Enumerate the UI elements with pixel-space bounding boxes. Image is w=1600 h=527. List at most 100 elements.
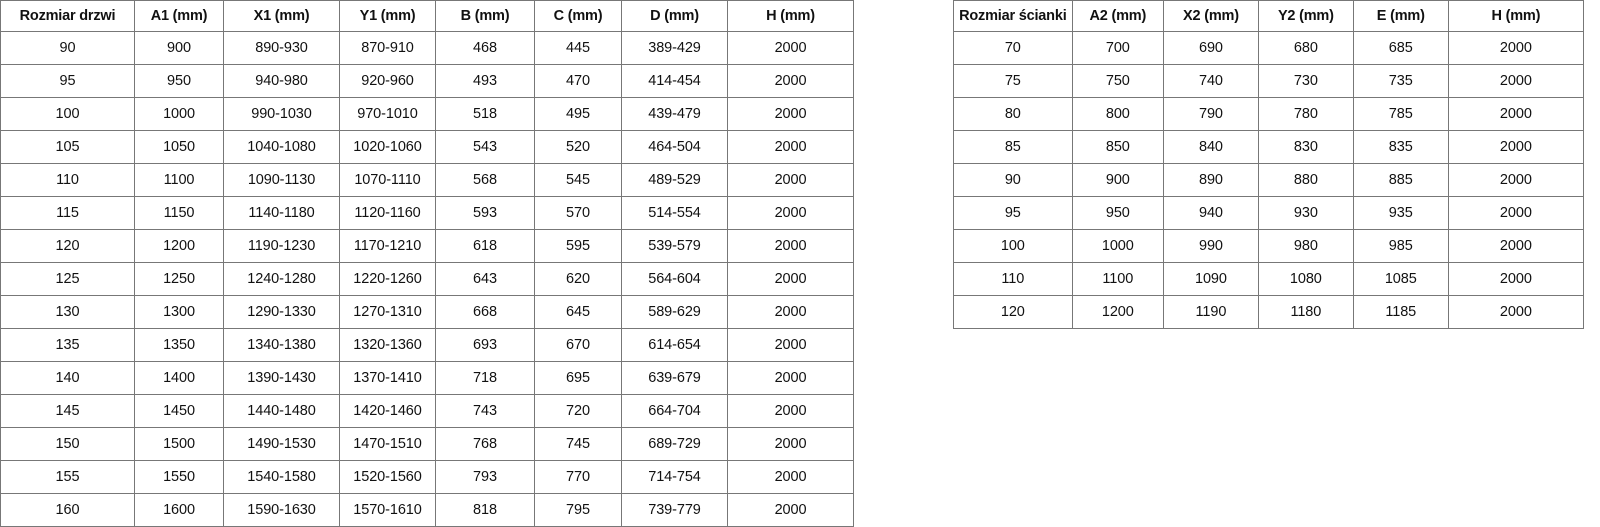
table-cell: 2000	[1447, 64, 1585, 98]
table-cell: 1090	[1162, 262, 1259, 296]
column-header-c: C (mm)	[534, 0, 622, 32]
table-cell: 2000	[727, 196, 854, 230]
table-cell: 2000	[1447, 262, 1585, 296]
table-cell: 593	[435, 196, 535, 230]
table-header-row: Rozmiar ścianki A2 (mm) X2 (mm) Y2 (mm) …	[953, 0, 1585, 32]
table-cell: 1540-1580	[223, 460, 340, 494]
table-cell: 745	[534, 427, 622, 461]
table-cell: 543	[435, 130, 535, 164]
table-cell: 105	[0, 130, 135, 164]
table-cell: 1085	[1352, 262, 1449, 296]
table-cell: 1490-1530	[223, 427, 340, 461]
table-cell: 1450	[134, 394, 224, 428]
table-cell: 970-1010	[339, 97, 436, 131]
table-cell: 880	[1257, 163, 1354, 197]
table-cell: 1300	[134, 295, 224, 329]
table-cell: 1140-1180	[223, 196, 340, 230]
table-cell: 1220-1260	[339, 262, 436, 296]
table-cell: 1590-1630	[223, 493, 340, 527]
table-cell: 100	[0, 97, 135, 131]
table-cell: 1180	[1257, 295, 1354, 329]
door-table-header: Rozmiar drzwi A1 (mm) X1 (mm) Y1 (mm) B …	[0, 0, 854, 32]
table-cell: 564-604	[621, 262, 728, 296]
door-table-body: 90 900 890-930 870-910 468 445 389-429 2000 95 95…	[0, 31, 854, 527]
table-cell: 2000	[1447, 229, 1585, 263]
table-cell: 125	[0, 262, 135, 296]
column-header-d: D (mm)	[621, 0, 728, 32]
table-cell: 2000	[1447, 163, 1585, 197]
table-cell: 1290-1330	[223, 295, 340, 329]
table-cell: 2000	[1447, 295, 1585, 329]
table-cell: 790	[1162, 97, 1259, 131]
table-cell: 518	[435, 97, 535, 131]
table-cell: 1370-1410	[339, 361, 436, 395]
table-cell: 940	[1162, 196, 1259, 230]
table-cell: 900	[134, 31, 224, 65]
wall-panel-dimensions-table: Rozmiar ścianki A2 (mm) X2 (mm) Y2 (mm) …	[953, 0, 1585, 329]
table-cell: 850	[1071, 130, 1164, 164]
table-cell: 2000	[727, 229, 854, 263]
table-cell: 80	[953, 97, 1073, 131]
table-cell: 1190	[1162, 295, 1259, 329]
table-cell: 890	[1162, 163, 1259, 197]
table-cell: 2000	[727, 97, 854, 131]
table-cell: 750	[1071, 64, 1164, 98]
table-row: 125 1250 1240-1280 1220-1260 643 620 564-604 20…	[0, 262, 854, 296]
table-cell: 1390-1430	[223, 361, 340, 395]
table-row: 160 1600 1590-1630 1570-1610 818 795 739-779 20…	[0, 493, 854, 527]
table-cell: 90	[953, 163, 1073, 197]
wall-table-header: Rozmiar ścianki A2 (mm) X2 (mm) Y2 (mm) …	[953, 0, 1585, 32]
table-cell: 780	[1257, 97, 1354, 131]
table-cell: 110	[953, 262, 1073, 296]
table-cell: 135	[0, 328, 135, 362]
table-cell: 520	[534, 130, 622, 164]
table-cell: 693	[435, 328, 535, 362]
table-cell: 940-980	[223, 64, 340, 98]
table-cell: 870-910	[339, 31, 436, 65]
table-cell: 2000	[1447, 97, 1585, 131]
table-cell: 2000	[1447, 130, 1585, 164]
table-cell: 664-704	[621, 394, 728, 428]
table-cell: 1150	[134, 196, 224, 230]
table-row: 100 1000 990-1030 970-1010 518 495 439-479 2000	[0, 97, 854, 131]
table-cell: 2000	[727, 361, 854, 395]
column-header-rozmiar-drzwi: Rozmiar drzwi	[0, 0, 135, 32]
table-cell: 1200	[1071, 295, 1164, 329]
table-cell: 120	[0, 229, 135, 263]
table-row: 85 850 840 830 835 2000	[953, 130, 1585, 164]
table-cell: 739-779	[621, 493, 728, 527]
table-cell: 1070-1110	[339, 163, 436, 197]
table-cell: 1040-1080	[223, 130, 340, 164]
table-cell: 718	[435, 361, 535, 395]
table-cell: 950	[1071, 196, 1164, 230]
table-cell: 830	[1257, 130, 1354, 164]
table-cell: 493	[435, 64, 535, 98]
table-cell: 700	[1071, 31, 1164, 65]
wall-table-body: 70 700 690 680 685 2000 75 750 740 730 735 2000 80 80…	[953, 31, 1585, 329]
table-row: 135 1350 1340-1380 1320-1360 693 670 614-654 20…	[0, 328, 854, 362]
table-cell: 589-629	[621, 295, 728, 329]
table-cell: 495	[534, 97, 622, 131]
table-cell: 743	[435, 394, 535, 428]
table-cell: 793	[435, 460, 535, 494]
table-cell: 2000	[727, 130, 854, 164]
table-row: 90 900 890 880 885 2000	[953, 163, 1585, 197]
table-cell: 1340-1380	[223, 328, 340, 362]
table-cell: 985	[1352, 229, 1449, 263]
table-cell: 714-754	[621, 460, 728, 494]
table-cell: 100	[953, 229, 1073, 263]
table-cell: 2000	[1447, 196, 1585, 230]
table-cell: 785	[1352, 97, 1449, 131]
column-header-h: H (mm)	[727, 0, 854, 32]
table-cell: 70	[953, 31, 1073, 65]
table-cell: 920-960	[339, 64, 436, 98]
table-row: 115 1150 1140-1180 1120-1160 593 570 514-554 20…	[0, 196, 854, 230]
table-cell: 900	[1071, 163, 1164, 197]
table-cell: 2000	[727, 31, 854, 65]
table-row: 70 700 690 680 685 2000	[953, 31, 1585, 65]
table-cell: 85	[953, 130, 1073, 164]
table-cell: 470	[534, 64, 622, 98]
table-cell: 800	[1071, 97, 1164, 131]
table-cell: 1100	[1071, 262, 1164, 296]
table-row: 110 1100 1090-1130 1070-1110 568 545 489-529 20…	[0, 163, 854, 197]
